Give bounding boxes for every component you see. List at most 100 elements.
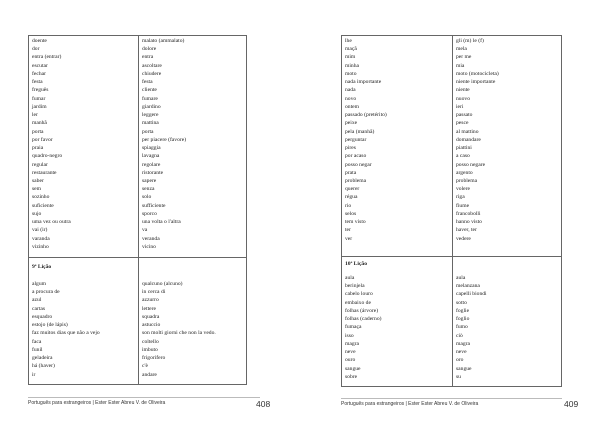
footer-text: Português para estrangeiros | Ester Este… [28, 400, 166, 406]
vocab-entry: novo [345, 95, 357, 102]
footer-text: Português para estrangeiros | Ester Este… [341, 401, 479, 407]
vocab-entry: moto (motocicleta) [456, 70, 499, 77]
vocab-entry: embaixo de [345, 299, 371, 306]
vocab-entry: ler [32, 112, 38, 119]
vocab-entry: suficiente [32, 202, 54, 209]
vocab-entry: melanzana [456, 283, 480, 290]
vocab-entry: doente [32, 38, 47, 44]
vocab-entry: geladeira [32, 355, 53, 362]
pt-column-1: lhe maçã mim minha moto nada importante nada no… [345, 36, 387, 386]
vocab-entry: malato (ammalato) [142, 38, 185, 44]
vocab-entry: vizinho [32, 243, 49, 250]
vocab-entry: coltello [142, 338, 159, 345]
vocab-entry: aula [345, 275, 355, 281]
vocab-entry: ver [345, 235, 353, 242]
vocab-entry: mim [345, 54, 356, 61]
vocab-entry: nuovo [456, 95, 470, 102]
vocab-entry: ristorante [142, 169, 164, 176]
vocab-entry: hanno visto [456, 219, 482, 226]
vocab-entry: mattina [142, 120, 159, 127]
vocab-entry: volere [456, 186, 470, 193]
vocab-entry: lettere [142, 305, 156, 312]
vocab-entry: vicino [142, 243, 156, 250]
vocab-entry: festa [32, 79, 43, 86]
section-divider [29, 257, 246, 258]
vocab-entry: ascoltare [142, 62, 162, 69]
page-number: 408 [256, 399, 271, 409]
vocab-entry: aula [456, 275, 466, 281]
vocab-entry: cabelo louro [345, 291, 373, 298]
vocab-entry: praia [32, 145, 44, 152]
vocab-entry: festa [142, 79, 153, 86]
vocab-entry: ir [32, 371, 36, 378]
vocab-entry: perguntar [345, 136, 367, 143]
vocab-entry: va [142, 227, 148, 234]
vocab-entry: senza [142, 186, 155, 193]
vocab-entry: régua [345, 194, 358, 201]
vocab-entry: qualcuno (alcuno) [142, 281, 183, 287]
vocab-entry: problema [345, 177, 367, 184]
vocab-entry: solo [142, 194, 152, 201]
vocab-entry: posso negar [345, 161, 372, 168]
vocab-entry: manhã [32, 120, 47, 127]
vocab-entry: neve [345, 349, 356, 356]
it-column-2: aula melanzana capelli biondi sotto foglie fo… [456, 273, 487, 386]
vocab-entry: riga [456, 194, 465, 201]
vocab-entry: azzurro [142, 297, 159, 304]
vocab-entry: entra [142, 54, 154, 61]
vocab-entry: giardino [142, 103, 161, 110]
vocab-entry: piattini [456, 145, 472, 152]
it-column-1: gli (m) le (f) mela per me mia moto (motocic… [456, 36, 499, 386]
vocab-entry: há (haver) [32, 363, 55, 370]
vocab-entry: restaurante [32, 169, 57, 176]
vocab-entry: porta [142, 128, 154, 135]
vocab-entry: a caso [456, 153, 470, 160]
vocab-entry: ontem [345, 103, 359, 110]
vocab-entry: ieri [456, 103, 464, 110]
vocab-entry: entra (entrar) [32, 54, 62, 61]
vocab-entry: magra [456, 340, 470, 347]
vocab-entry: squadra [142, 313, 160, 320]
vocab-entry: moto [345, 70, 357, 77]
vocab-entry: sapere [142, 177, 157, 184]
vocab-entry: funil [32, 346, 43, 353]
vocab-entry: spiaggia [142, 145, 161, 152]
vocab-entry: porta [32, 128, 44, 135]
vocab-entry: jardim [32, 103, 47, 110]
vocab-entry: fiume [456, 202, 470, 209]
it-column-2: qualcuno (alcuno) in cerca di azzurro lette… [142, 279, 216, 384]
vocab-entry: mela [456, 46, 467, 53]
vocab-entry: folhas (caderno) [345, 316, 382, 323]
vocab-entry: oro [456, 357, 464, 364]
vocab-entry: lhe [345, 38, 352, 44]
vocab-entry: dolore [142, 46, 157, 53]
vocab-entry: querer [345, 186, 360, 193]
vocab-entry: astuccio [142, 322, 161, 329]
vocab-entry: pesce [456, 120, 469, 127]
vocab-entry: francobolli [456, 210, 481, 217]
vocab-entry: chiudere [142, 70, 162, 77]
vocab-entry: lavagna [142, 153, 160, 160]
vocab-entry: prata [345, 169, 357, 176]
vocab-entry: cartas [32, 305, 46, 312]
vocab-entry: sozinho [32, 194, 50, 201]
footer-rule [341, 398, 562, 399]
footer-rule [28, 397, 260, 398]
vocab-entry: per piacere (favore) [142, 136, 187, 143]
vocab-entry: pires [345, 145, 356, 152]
vocab-entry: isso [345, 332, 354, 339]
vocab-entry: passato [456, 112, 473, 119]
vocab-entry: vai (ir) [32, 227, 48, 234]
vocabulary-table-left: doente dor entra (entrar) escutar fechar fest… [28, 35, 247, 385]
vocab-entry: andare [142, 371, 157, 378]
vocab-entry: fumaça [345, 324, 362, 331]
vocab-entry: capelli biondi [456, 291, 487, 298]
section-heading: 9ª Lição [32, 264, 52, 270]
vocab-entry: fumar [32, 95, 46, 102]
vocab-entry: nada importante [345, 79, 382, 86]
pt-column-2: algum a procura de azul cartas esquadro estoj… [32, 279, 100, 384]
vocab-entry: estojo (de lápis) [32, 322, 68, 329]
vocab-entry: in cerca di [142, 289, 166, 296]
section-heading: 10ª Lição [345, 261, 368, 267]
vocab-entry: foglio [456, 316, 470, 323]
